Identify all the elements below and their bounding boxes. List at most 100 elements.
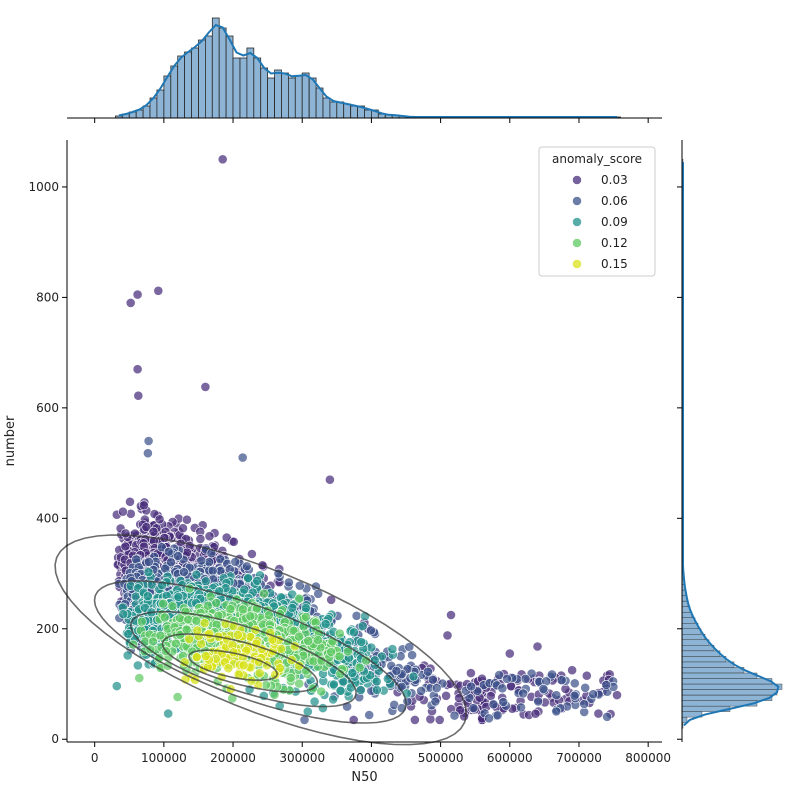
scatter-point [111,681,122,691]
top-hist-bar [301,72,310,119]
scatter-point [328,694,338,705]
scatter-point [485,691,496,701]
scatter-point [518,688,529,699]
right-hist-bar [681,634,706,640]
top-hist-bar [156,89,165,119]
legend-label: 0.12 [601,236,628,250]
top-hist-bar [191,47,199,119]
scatter-point [408,671,419,682]
top-hist-bar [253,57,262,119]
scatter-point [488,699,499,710]
scatter-point [442,630,453,641]
scatter-point [334,628,345,639]
scatter-point [138,500,149,511]
scatter-point [356,637,367,647]
kde-contour-line [93,580,408,724]
top-hist-bar [211,17,220,119]
scatter-point [173,551,183,561]
scatter-point [118,506,128,517]
scatter-point [498,697,509,707]
y-tick-label: 1000 [28,180,59,194]
scatter-point [409,715,420,725]
right-hist-bar [681,623,699,629]
scatter-point [204,629,215,639]
scatter-point [207,565,218,576]
top-hist-bar [260,67,269,119]
scatter-point [283,577,294,588]
x-tick-label: 0 [91,751,99,765]
scatter-point [200,381,211,392]
scatter-point [364,710,375,720]
top-hist-bar [239,57,248,119]
top-hist-bar [336,101,345,119]
scatter-point [335,685,346,696]
right-hist-bar [681,689,778,696]
scatter-point [366,642,377,653]
scatter-point [263,610,274,621]
scatter-point [357,621,368,631]
scatter-point [184,583,195,594]
scatter-point [147,636,158,647]
main-scatter-plot [54,154,622,746]
scatter-point [349,627,359,638]
scatter-point [391,665,402,676]
right-hist-bar [681,661,735,668]
scatter-point [612,690,622,700]
scatter-point [181,514,192,525]
scatter-point [601,680,612,690]
scatter-point [136,616,147,627]
legend-box [538,146,656,277]
right-hist-bar [681,678,773,685]
right-hist-bar [681,639,710,646]
scatter-point [532,641,543,652]
scatter-point [148,526,159,537]
scatter-point [316,686,327,697]
x-tick-label: 200000 [210,751,256,765]
legend-marker [572,238,582,248]
legend: anomaly_score 0.03 0.06 0.09 0.12 0.15 [538,146,656,277]
scatter-point [143,557,154,567]
x-tick-label: 100000 [141,751,187,765]
kde-contour-line [161,633,319,693]
scatter-point [132,364,143,375]
scatter-point [588,689,599,700]
scatter-point [303,636,314,646]
scatter-point [241,561,252,572]
scatter-point [245,611,256,622]
y-tick-label: 800 [36,290,59,304]
scatter-point [431,683,442,693]
scatter-point [580,682,591,693]
scatter-point [120,528,131,539]
scatter-point [497,683,508,694]
scatter-point [217,154,228,165]
right-hist-bar [681,672,758,679]
scatter-point [153,285,164,296]
scatter-point [294,593,305,604]
scatter-point [200,651,211,661]
scatter-point [134,673,145,683]
scatter-point [154,514,165,525]
top-hist-bar [177,55,185,119]
right-hist-bar [681,656,727,663]
legend-label: 0.09 [601,215,628,229]
scatter-point [183,614,194,625]
scatter-point [142,448,153,459]
top-hist-bar [294,75,303,119]
scatter-point [142,591,153,601]
scatter-point [125,496,135,507]
legend-label: 0.15 [601,257,628,271]
scatter-point [354,662,365,673]
scatter-point [466,681,476,692]
scatter-point [159,532,170,543]
right-kde-line [682,162,780,727]
top-hist-bar [204,35,213,119]
scatter-point [371,685,382,695]
top-hist-bar [218,27,227,119]
scatter-point [301,612,311,622]
scatter-point [502,673,512,684]
scatter-point [122,650,133,661]
scatter-point [196,555,207,566]
scatter-point [326,647,336,657]
top-hist-bar [142,105,151,119]
